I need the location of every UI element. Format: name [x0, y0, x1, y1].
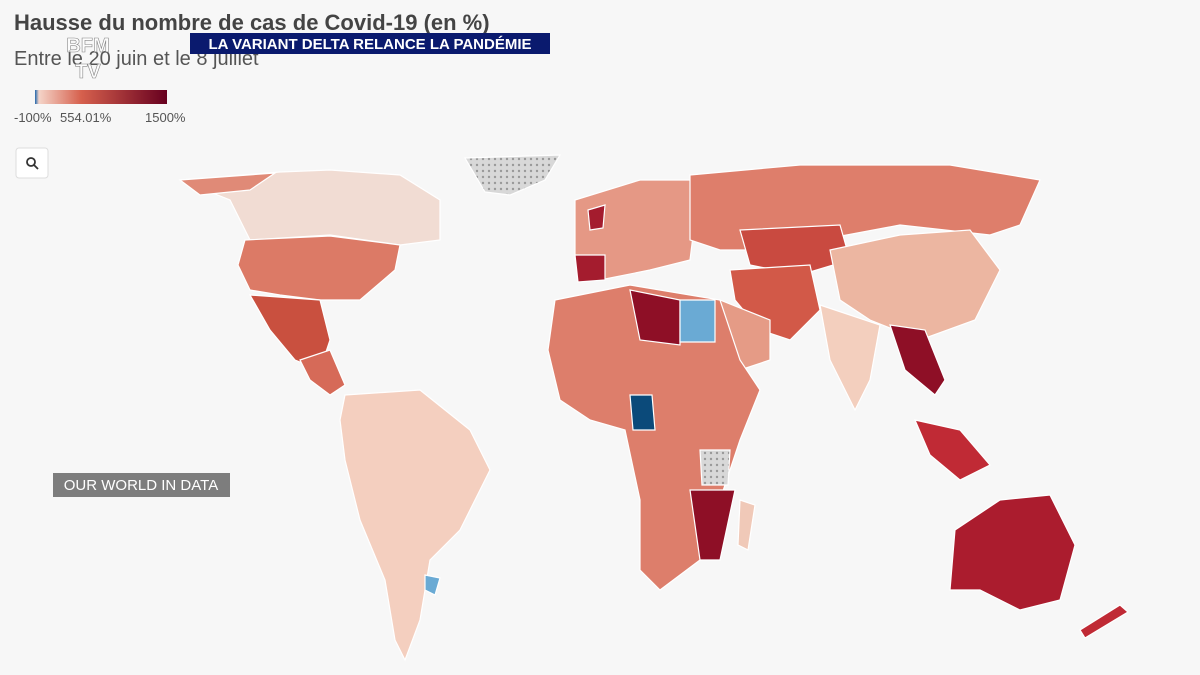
libya [629, 289, 681, 346]
australia [949, 494, 1076, 611]
search-icon [33, 164, 39, 170]
search-icon [26, 157, 36, 167]
logo-top: BFM [66, 35, 109, 57]
legend-bar [35, 90, 167, 104]
uk [587, 204, 606, 231]
source-tag-bg [53, 473, 230, 497]
spain [574, 254, 606, 283]
usa [237, 235, 401, 301]
news-banner-bg [190, 33, 550, 54]
source-tag: OUR WORLD IN DATA [64, 477, 218, 494]
cameroon [629, 394, 656, 431]
madagascar [737, 499, 756, 551]
legend-label: 1500% [145, 110, 186, 125]
indonesia [913, 419, 991, 481]
china [829, 229, 1001, 341]
central-america [299, 349, 346, 396]
india [819, 304, 881, 412]
new-zealand [1079, 604, 1130, 639]
uruguay [424, 574, 441, 596]
world-map [178, 154, 1130, 662]
south-america [339, 389, 491, 662]
news-banner: LA VARIANT DELTA RELANCE LA PANDÉMIE [208, 36, 531, 53]
legend-label: -100% [14, 110, 52, 125]
legend-label: 554.01% [60, 110, 112, 125]
alaska [178, 172, 278, 196]
logo-bottom: TV [75, 61, 101, 83]
greenland [463, 154, 562, 196]
search-button[interactable] [15, 147, 49, 179]
mozambique [689, 489, 736, 561]
middle-east [729, 264, 821, 341]
map-title: Hausse du nombre de cas de Covid-19 (en … [14, 10, 490, 35]
kazakhstan [739, 224, 851, 276]
egypt [679, 299, 716, 343]
tanzania [699, 449, 731, 486]
southeast-asia [889, 324, 946, 396]
